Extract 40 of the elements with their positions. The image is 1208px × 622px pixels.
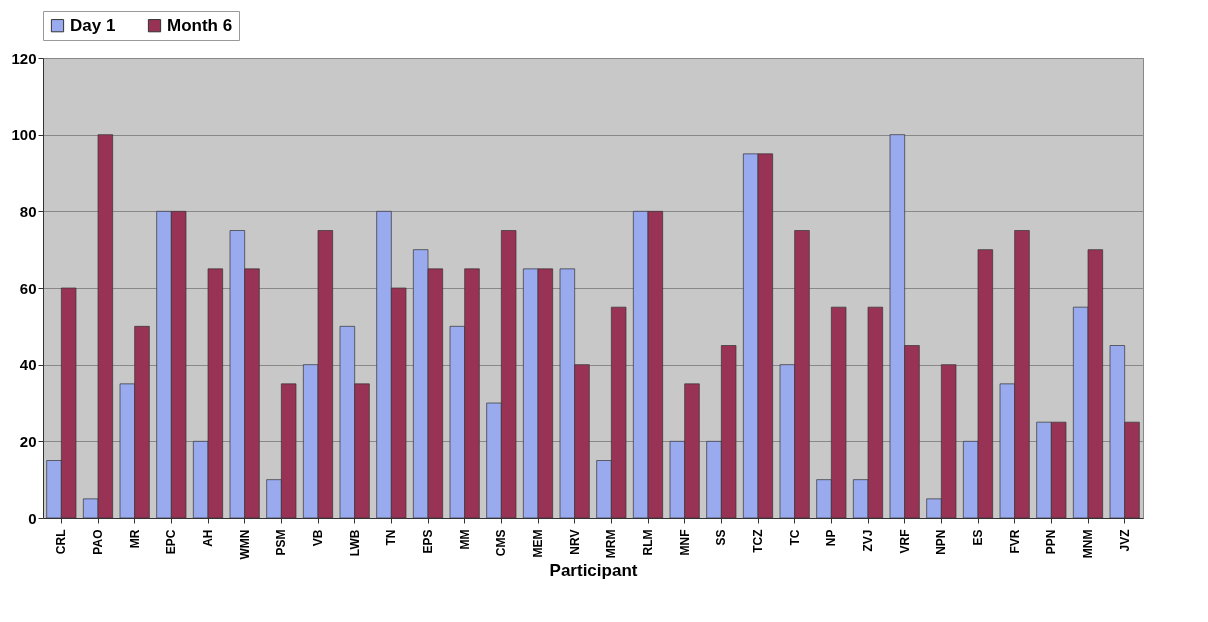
x-tick-label: EPS <box>421 529 435 554</box>
x-tick-label: NP <box>824 529 839 547</box>
x-tick-label: ZVJ <box>861 529 875 552</box>
y-tick-label: 120 <box>11 49 37 67</box>
y-tick-label: 80 <box>19 202 37 220</box>
y-tick-label: 100 <box>11 126 37 144</box>
y-tick-label: 40 <box>19 356 37 374</box>
x-tick-label: SS <box>714 529 729 546</box>
x-tick-label: PSM <box>274 529 289 556</box>
x-tick-label: MNF <box>677 529 692 556</box>
legend-label: Month 6 <box>167 15 233 35</box>
x-tick-label: VRF <box>897 529 912 554</box>
x-tick-label: LWB <box>347 529 362 557</box>
x-tick-label: WMN <box>237 529 252 560</box>
x-tick-label: PPN <box>1044 529 1059 555</box>
x-tick-label: VB <box>311 529 325 547</box>
x-tick-label: MEM <box>531 529 545 558</box>
x-tick-label: PAO <box>91 529 105 555</box>
y-tick-label: 60 <box>19 279 37 297</box>
x-tick-label: CRL <box>54 529 69 555</box>
x-tick-label: MNM <box>1081 529 1095 559</box>
x-tick-label: TCZ <box>751 529 765 553</box>
x-tick-label: EPC <box>164 529 179 555</box>
x-tick-label: NRV <box>567 529 582 555</box>
y-tick-label: 20 <box>19 432 37 450</box>
y-tick-label: 0 <box>28 509 37 527</box>
x-tick-label: NPN <box>934 529 949 555</box>
x-axis-title: Participant <box>549 561 638 581</box>
x-tick-label: TN <box>384 529 399 546</box>
x-tick-label: MRM <box>604 529 619 559</box>
x-tick-label: AH <box>201 529 215 547</box>
x-tick-label: RLM <box>641 529 655 556</box>
legend-label: Day 1 <box>70 15 116 35</box>
x-tick-label: MM <box>457 529 472 550</box>
x-tick-label: ES <box>971 529 985 546</box>
x-tick-label: TC <box>787 529 802 546</box>
x-tick-label: FVR <box>1007 529 1022 554</box>
x-tick-label: CMS <box>494 529 509 557</box>
x-tick-label: JVZ <box>1117 529 1132 552</box>
x-tick-label: MR <box>127 529 142 549</box>
